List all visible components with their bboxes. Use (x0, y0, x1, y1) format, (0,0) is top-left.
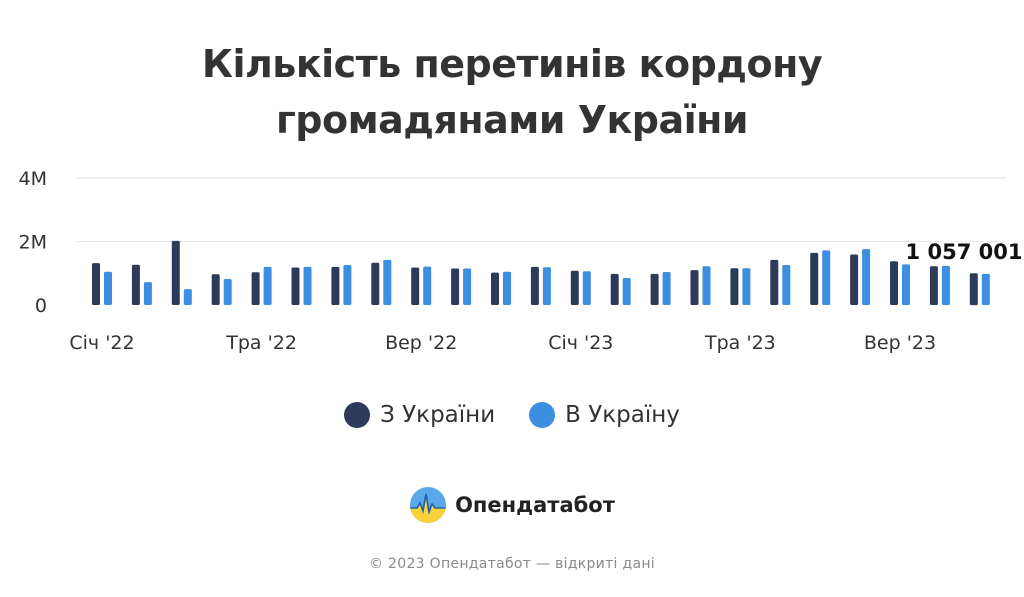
brand-block: Опендатабот (0, 486, 1024, 524)
bar-from-ukraine-10[interactable] (491, 272, 499, 305)
bar-from-ukraine-15[interactable] (690, 270, 699, 305)
bar-from-ukraine-19[interactable] (850, 254, 859, 306)
bar-to-ukraine-16[interactable] (742, 268, 751, 305)
grid-lines (76, 177, 1006, 242)
legend-dot-dark (344, 402, 371, 428)
x-tick-label: Тра '23 (704, 332, 776, 354)
bar-from-ukraine-5[interactable] (291, 267, 300, 306)
bar-to-ukraine-3[interactable] (223, 279, 232, 305)
bar-from-ukraine-14[interactable] (650, 273, 659, 305)
bar-to-ukraine-22[interactable] (981, 273, 990, 305)
legend-item-to-ukraine[interactable]: В Україну (529, 402, 680, 428)
bar-to-ukraine-7[interactable] (383, 259, 392, 305)
bar-to-ukraine-11[interactable] (542, 267, 551, 305)
legend-label: З України (380, 402, 496, 428)
x-tick-label: Січ '23 (548, 332, 613, 354)
last-value-annotation: 1 057 001 (906, 240, 1023, 264)
bar-from-ukraine-11[interactable] (530, 266, 539, 305)
x-axis-ticks: Січ '22 Тра '22 Вер '22 Січ '23 Тра '23 Вер '… (69, 332, 936, 354)
bar-to-ukraine-18[interactable] (822, 250, 831, 305)
bar-from-ukraine-0[interactable] (92, 263, 100, 305)
bar-to-ukraine-6[interactable] (343, 265, 352, 305)
bar-from-ukraine-21[interactable] (929, 266, 938, 305)
brand-name: Опендатабот (455, 493, 615, 517)
bar-from-ukraine-22[interactable] (969, 273, 978, 306)
bar-to-ukraine-14[interactable] (662, 272, 671, 305)
bar-to-ukraine-0[interactable] (104, 271, 112, 305)
bar-to-ukraine-4[interactable] (263, 266, 272, 305)
legend-label: В Україну (565, 402, 680, 428)
bar-from-ukraine-2[interactable] (171, 240, 180, 305)
bar-to-ukraine-19[interactable] (862, 249, 871, 305)
footer-credit: © 2023 Опендатабот — відкриті дані (369, 556, 655, 572)
bar-to-ukraine-2[interactable] (183, 289, 192, 305)
bar-to-ukraine-9[interactable] (463, 268, 472, 306)
bar-to-ukraine-1[interactable] (143, 282, 152, 305)
legend-dot-light (529, 402, 556, 428)
chart-title-line-1: Кількість перетинів кордону (201, 42, 823, 86)
bar-to-ukraine-13[interactable] (622, 278, 631, 305)
bar-from-ukraine-17[interactable] (770, 259, 779, 305)
bar-chart: 0 2M 4M Січ '22 Тра '22 Вер '22 Січ '23 Тра '2… (19, 168, 1024, 354)
chart-title-line-2: громадянами України (275, 98, 749, 142)
bar-from-ukraine-18[interactable] (810, 252, 819, 305)
y-axis-ticks: 0 2M 4M (19, 168, 47, 317)
y-tick-label: 2M (19, 232, 47, 254)
bar-to-ukraine-15[interactable] (702, 266, 711, 305)
bar-from-ukraine-4[interactable] (251, 272, 260, 305)
bar-from-ukraine-20[interactable] (890, 261, 898, 305)
bar-from-ukraine-6[interactable] (331, 266, 340, 305)
bar-to-ukraine-5[interactable] (303, 266, 312, 305)
opendatabot-logo-icon (410, 487, 447, 523)
bar-to-ukraine-17[interactable] (782, 265, 791, 305)
x-tick-label: Січ '22 (69, 332, 134, 354)
chart-legend: З України В Україну (0, 402, 1024, 428)
bar-to-ukraine-10[interactable] (503, 271, 511, 305)
bar-from-ukraine-9[interactable] (451, 268, 460, 306)
x-tick-label: Вер '22 (385, 332, 457, 354)
bar-from-ukraine-7[interactable] (371, 262, 380, 305)
legend-item-from-ukraine[interactable]: З України (344, 402, 495, 428)
x-tick-label: Тра '22 (225, 332, 297, 354)
bar-from-ukraine-12[interactable] (570, 270, 579, 305)
bar-to-ukraine-21[interactable] (941, 265, 950, 305)
y-tick-label: 4M (19, 168, 47, 190)
bar-from-ukraine-8[interactable] (411, 267, 420, 306)
bar-from-ukraine-1[interactable] (131, 264, 140, 305)
bar-from-ukraine-16[interactable] (730, 268, 739, 305)
x-tick-label: Вер '23 (864, 332, 936, 354)
chart-title: Кількість перетинів кордону громадянами … (0, 36, 1024, 148)
bars (92, 240, 990, 306)
bar-to-ukraine-12[interactable] (582, 271, 591, 305)
bar-from-ukraine-13[interactable] (610, 273, 619, 305)
bar-to-ukraine-8[interactable] (423, 266, 432, 305)
y-tick-label: 0 (35, 295, 47, 317)
bar-to-ukraine-20[interactable] (902, 264, 910, 305)
bar-from-ukraine-3[interactable] (211, 274, 220, 305)
